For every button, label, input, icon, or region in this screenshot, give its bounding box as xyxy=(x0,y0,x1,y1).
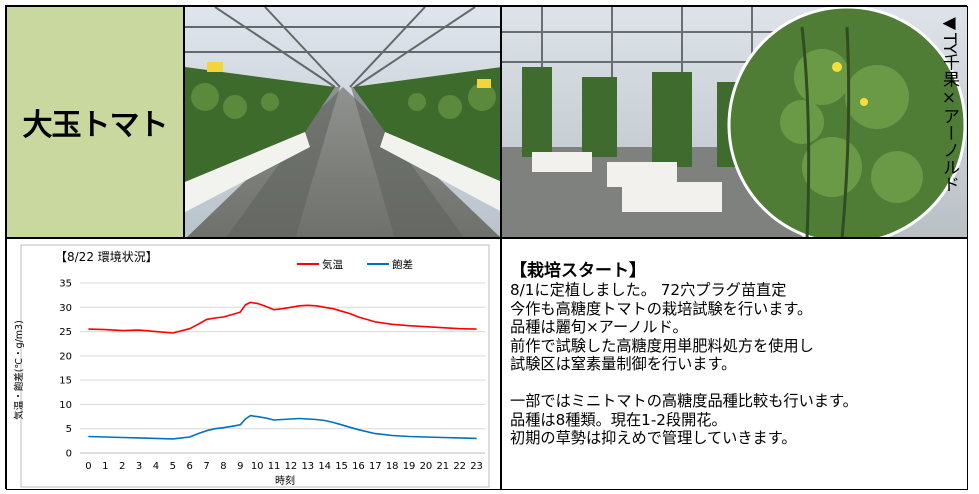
x-tick-label: 23 xyxy=(470,461,483,472)
y-tick-label: 0 xyxy=(66,449,72,460)
y-tick-label: 10 xyxy=(59,400,72,411)
notes-blank-line xyxy=(510,374,961,392)
chart-x-axis-label: 時刻 xyxy=(275,474,295,487)
notes-line: 品種は8種類。現在1-2段開花。 xyxy=(510,410,727,429)
title-cell: 大玉トマト xyxy=(6,6,184,238)
notes-lines: 8/1に定植しました。 72穴プラグ苗直定 今作も高糖度トマトの栽培試験を行います… xyxy=(510,281,961,448)
x-tick-label: 14 xyxy=(318,461,331,472)
x-tick-label: 5 xyxy=(170,461,176,472)
x-tick-label: 13 xyxy=(301,461,314,472)
x-tick-label: 7 xyxy=(203,461,209,472)
chart-legend: 気温 飽差 xyxy=(297,258,413,271)
chart-frame xyxy=(20,244,490,488)
x-tick-label: 1 xyxy=(102,461,108,472)
chart-series xyxy=(88,301,477,440)
x-tick-label: 16 xyxy=(352,461,365,472)
notes-line: 今作も高糖度トマトの栽培試験を行います。 xyxy=(510,299,813,318)
y-tick-label: 5 xyxy=(66,424,72,435)
cultivation-notes: 【栽培スタート】 8/1に定植しました。 72穴プラグ苗直定 今作も高糖度トマトの… xyxy=(510,261,961,448)
y-tick-label: 35 xyxy=(59,279,72,290)
y-tick-label: 20 xyxy=(59,351,72,362)
series-line-0 xyxy=(88,301,477,334)
x-tick-label: 11 xyxy=(268,461,281,472)
greenhouse-aisle-photo xyxy=(184,6,501,238)
x-tick-label: 17 xyxy=(369,461,382,472)
aisle-photo-illustration xyxy=(185,7,500,237)
x-tick-label: 6 xyxy=(187,461,193,472)
chart-y-ticks: 0 5 10 15 20 25 30 35 xyxy=(59,279,72,460)
chart-title: 【8/22 環境状況】 xyxy=(55,249,158,264)
x-tick-label: 4 xyxy=(153,461,159,472)
notes-line: 品種は麗旬×アーノルド。 xyxy=(510,318,688,337)
x-tick-label: 21 xyxy=(436,461,449,472)
legend-label: 飽差 xyxy=(392,258,413,271)
environment-chart-cell: 【8/22 環境状況】 気温・飽差(℃・g/m3) 時刻 気温 飽差 0 5 10 15… xyxy=(6,238,501,490)
x-tick-label: 18 xyxy=(386,461,399,472)
x-tick-label: 20 xyxy=(420,461,433,472)
x-tick-label: 10 xyxy=(251,461,264,472)
x-tick-label: 9 xyxy=(237,461,243,472)
variety-label: ◀TY千果×アーノルド xyxy=(939,13,959,193)
notes-cell: 【栽培スタート】 8/1に定植しました。 72穴プラグ苗直定 今作も高糖度トマトの… xyxy=(501,238,968,490)
crop-title: 大玉トマト xyxy=(22,108,169,143)
series-line-1 xyxy=(88,414,477,440)
notes-line: 前作で試験した高糖度用単肥料処方を使用し xyxy=(510,336,814,355)
y-tick-label: 30 xyxy=(59,303,72,314)
x-tick-label: 12 xyxy=(285,461,298,472)
notes-line: 8/1に定植しました。 72穴プラグ苗直定 xyxy=(510,281,787,299)
y-tick-label: 15 xyxy=(59,376,72,387)
x-tick-label: 2 xyxy=(119,461,125,472)
chart-y-axis-label: 気温・飽差(℃・g/m3) xyxy=(13,320,25,420)
variety-photo-illustration xyxy=(502,7,967,237)
legend-label: 気温 xyxy=(322,258,343,271)
y-tick-label: 25 xyxy=(59,327,72,338)
x-tick-label: 0 xyxy=(85,461,91,472)
report-table: 大玉トマト xyxy=(5,5,968,490)
notes-heading: 【栽培スタート】 xyxy=(510,261,646,281)
notes-line: 初期の草勢は抑えめで管理していきます。 xyxy=(510,429,797,448)
notes-line: 一部ではミニトマトの高糖度品種比較も行います。 xyxy=(510,391,858,410)
notes-line: 試験区は窒素量制御を行います。 xyxy=(510,355,737,374)
x-tick-label: 19 xyxy=(403,461,416,472)
x-tick-label: 8 xyxy=(220,461,226,472)
x-tick-label: 3 xyxy=(136,461,142,472)
greenhouse-variety-photo: ◀TY千果×アーノルド xyxy=(501,6,968,238)
chart-x-ticks: 0 1 2 3 4 5 6 7 8 9 10 11 12 13 14 15 16 17 18 19 20 21 22 23 xyxy=(85,461,483,472)
x-tick-label: 22 xyxy=(453,461,466,472)
environment-line-chart: 【8/22 環境状況】 気温・飽差(℃・g/m3) 時刻 気温 飽差 051015… xyxy=(13,244,490,488)
x-tick-label: 15 xyxy=(335,461,348,472)
